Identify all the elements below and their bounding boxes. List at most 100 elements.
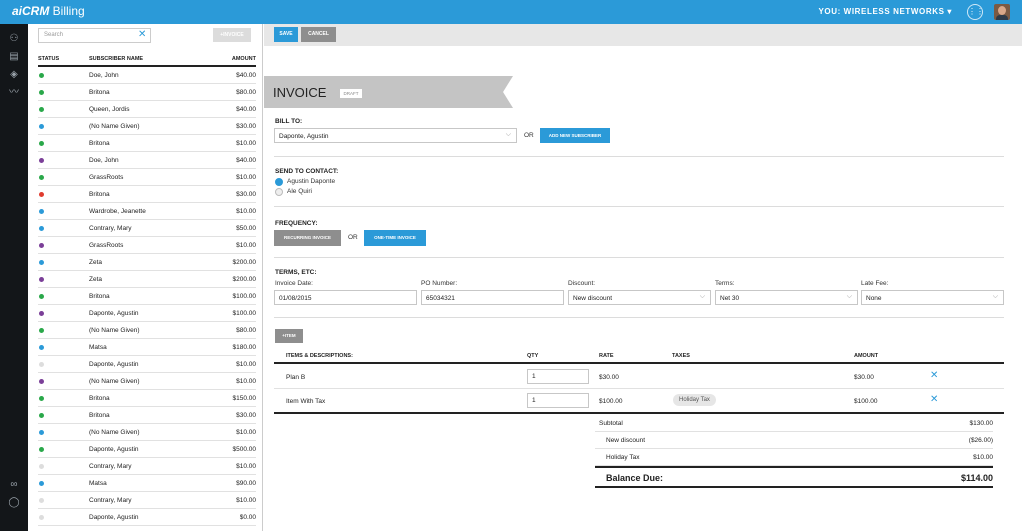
subscriber-name: Zeta: [89, 276, 103, 283]
subscriber-amount: $90.00: [236, 480, 256, 487]
tax-pill[interactable]: Holiday Tax: [673, 394, 716, 406]
table-row[interactable]: Britona $10.00: [38, 135, 256, 152]
col-amount: AMOUNT: [854, 353, 879, 359]
chevron-down-icon: ⌵: [846, 293, 852, 300]
table-row[interactable]: Contrary, Mary $10.00: [38, 458, 256, 475]
status-dot: [39, 447, 44, 452]
subscriber-amount: $10.00: [236, 174, 256, 181]
remove-item-icon[interactable]: ✕: [930, 370, 939, 381]
table-row[interactable]: Britona $150.00: [38, 390, 256, 407]
table-row[interactable]: Britona $30.00: [38, 407, 256, 424]
po-number-label: PO Number:: [421, 280, 458, 287]
chat-icon[interactable]: ◯: [8, 497, 20, 508]
table-row[interactable]: GrassRoots $10.00: [38, 169, 256, 186]
subscriber-name: Contrary, Mary: [89, 463, 132, 470]
balance-due-label: Balance Due:: [606, 473, 664, 483]
new-invoice-button[interactable]: +INVOICE: [213, 28, 251, 42]
search-input[interactable]: Search: [38, 28, 151, 43]
table-row[interactable]: (No Name Given) $10.00: [38, 424, 256, 441]
table-row[interactable]: Matsa $90.00: [38, 475, 256, 492]
table-row[interactable]: Britona $80.00: [38, 84, 256, 101]
table-row[interactable]: Contrary, Mary $50.00: [38, 220, 256, 237]
save-button[interactable]: SAVE: [274, 27, 298, 42]
subscriber-name: Daponte, Agustin: [89, 446, 139, 453]
table-row[interactable]: Daponte, Agustin $10.00: [38, 356, 256, 373]
col-status[interactable]: STATUS: [38, 56, 60, 62]
tax-row: Holiday Tax $10.00: [595, 449, 993, 466]
table-row[interactable]: (No Name Given) $10.00: [38, 373, 256, 390]
item-qty-input[interactable]: 1: [527, 369, 589, 384]
invoice-date-field[interactable]: 01/08/2015: [274, 290, 417, 305]
item-description[interactable]: Plan B: [286, 374, 306, 381]
invoice-date-label: Invoice Date:: [275, 280, 313, 287]
subscriber-list-panel: Search ✕ +INVOICE STATUS SUBSCRIBER NAME…: [28, 24, 263, 531]
waveform-icon[interactable]: 〰: [9, 87, 19, 98]
table-row[interactable]: Matsa $180.00: [38, 339, 256, 356]
recurring-invoice-button[interactable]: RECURRING INVOICE: [274, 230, 341, 246]
subscriber-amount: $0.00: [239, 514, 256, 521]
terms-select[interactable]: Net 30 ⌵: [715, 290, 858, 305]
late-fee-select[interactable]: None ⌵: [861, 290, 1004, 305]
subscriber-name: Contrary, Mary: [89, 497, 132, 504]
tag-icon[interactable]: ◈: [10, 69, 18, 80]
item-rate: $30.00: [599, 374, 619, 381]
top-bar: aiCRM Billing YOU: WIRELESS NETWORKS ▾ ⋮…: [0, 0, 1022, 24]
status-dot: [39, 430, 44, 435]
po-number-field[interactable]: 65034321: [421, 290, 564, 305]
add-new-subscriber-button[interactable]: ADD NEW SUBSCRIBER: [540, 128, 610, 143]
clear-search-icon[interactable]: ✕: [138, 29, 147, 40]
bill-to-select[interactable]: Daponte, Agustin ⌵: [274, 128, 517, 143]
table-row[interactable]: Zeta $200.00: [38, 271, 256, 288]
subscriber-name: Queen, Jordis: [89, 106, 130, 113]
app-logo[interactable]: aiCRM Billing: [12, 4, 85, 18]
cancel-button[interactable]: CANCEL: [301, 27, 336, 42]
table-row[interactable]: (No Name Given) $80.00: [38, 322, 256, 339]
status-badge: DRAFT: [340, 89, 362, 98]
subscriber-rows: Doe, John $40.00 Britona $80.00 Queen, Jordi…: [38, 67, 256, 526]
users-icon[interactable]: ⚇: [9, 33, 19, 44]
avatar[interactable]: [994, 4, 1010, 20]
subscriber-name: Doe, John: [89, 72, 119, 79]
item-qty-input[interactable]: 1: [527, 393, 589, 408]
table-row[interactable]: Wardrobe, Jeanette $10.00: [38, 203, 256, 220]
table-row[interactable]: Daponte, Agustin $0.00: [38, 509, 256, 526]
document-icon[interactable]: ▤: [9, 51, 19, 62]
table-row[interactable]: Doe, John $40.00: [38, 152, 256, 169]
status-dot: [39, 277, 44, 282]
item-description[interactable]: Item With Tax: [286, 398, 326, 405]
one-time-invoice-button[interactable]: ONE-TIME INVOICE: [364, 230, 426, 246]
table-row[interactable]: Daponte, Agustin $500.00: [38, 441, 256, 458]
subscriber-amount: $200.00: [232, 276, 257, 283]
status-dot: [39, 141, 44, 146]
logo-prefix: ai: [12, 4, 23, 18]
table-row[interactable]: (No Name Given) $30.00: [38, 118, 256, 135]
remove-item-icon[interactable]: ✕: [930, 394, 939, 405]
subscriber-name: Britona: [89, 412, 110, 419]
link-icon[interactable]: ∞: [10, 479, 18, 490]
contact-radio-1[interactable]: [275, 178, 283, 186]
col-rate: RATE: [599, 353, 614, 359]
add-item-button[interactable]: +ITEM: [275, 329, 303, 343]
table-row[interactable]: Contrary, Mary $10.00: [38, 492, 256, 509]
col-amount[interactable]: AMOUNT: [231, 56, 256, 62]
company-switcher[interactable]: YOU: WIRELESS NETWORKS ▾: [818, 7, 952, 16]
table-row[interactable]: Zeta $200.00: [38, 254, 256, 271]
col-name[interactable]: SUBSCRIBER NAME: [89, 56, 144, 62]
apps-grid-icon[interactable]: ⋮⋮: [967, 4, 984, 20]
chevron-down-icon: ▾: [947, 7, 952, 16]
table-row[interactable]: Britona $100.00: [38, 288, 256, 305]
col-taxes: TAXES: [672, 353, 690, 359]
contact-radio-2[interactable]: [275, 188, 283, 196]
status-dot: [39, 413, 44, 418]
contact-label-1: Agustin Daponte: [287, 178, 336, 185]
status-dot: [39, 396, 44, 401]
subscriber-name: GrassRoots: [89, 242, 124, 249]
table-row[interactable]: Daponte, Agustin $100.00: [38, 305, 256, 322]
subscriber-amount: $10.00: [236, 242, 256, 249]
table-row[interactable]: Britona $30.00: [38, 186, 256, 203]
discount-select[interactable]: New discount ⌵: [568, 290, 711, 305]
table-row[interactable]: Queen, Jordis $40.00: [38, 101, 256, 118]
subscriber-amount: $80.00: [236, 89, 256, 96]
table-row[interactable]: Doe, John $40.00: [38, 67, 256, 84]
table-row[interactable]: GrassRoots $10.00: [38, 237, 256, 254]
